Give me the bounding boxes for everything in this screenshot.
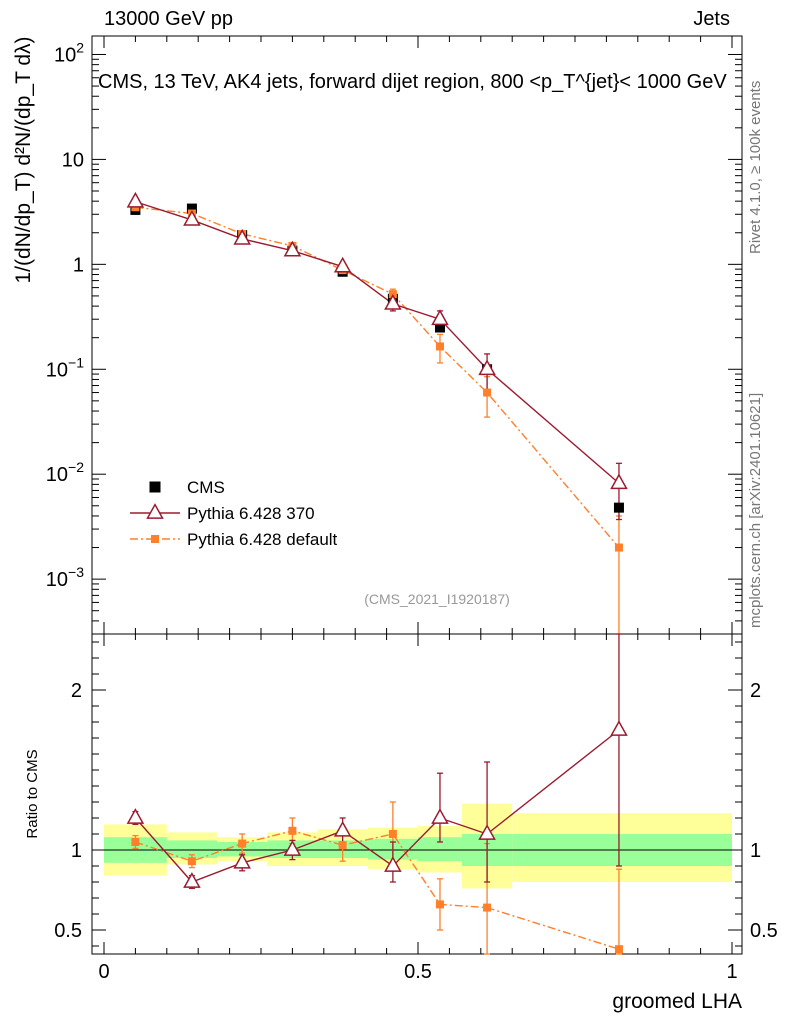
legend-entry: Pythia 6.428 default: [187, 530, 338, 549]
ratio-y-tick-label: 2: [71, 680, 82, 702]
x-axis-label: groomed LHA: [612, 990, 742, 1013]
pythia-370-line: [135, 201, 620, 484]
ratio-frame: [91, 633, 743, 955]
ratio-default-point: [238, 839, 247, 848]
chart-title: CMS, 13 TeV, AK4 jets, forward dijet reg…: [98, 71, 727, 93]
ratio-default-point: [187, 857, 196, 866]
ratio-y-tick-label-right: 1: [750, 840, 761, 862]
pythia-default-point: [614, 543, 623, 552]
y-tick-label: 102: [54, 39, 84, 66]
ratio-y-tick-label-right: 0.5: [750, 920, 778, 942]
y-tick-label: 10−2: [46, 459, 84, 486]
ratio-default-point: [435, 900, 444, 909]
ratio-370-point: [283, 840, 302, 856]
header-left: 13000 GeV pp: [104, 8, 233, 30]
legend-default-marker: [151, 535, 159, 543]
ratio-band-inner: [166, 840, 218, 858]
header-right: Jets: [693, 8, 730, 30]
ratio-370-point: [610, 720, 628, 736]
y-tick-label: 10−1: [46, 354, 84, 381]
ratio-default-line: [135, 830, 620, 950]
legend-entry: CMS: [187, 478, 225, 497]
ratio-default-point: [338, 841, 347, 850]
y-tick-label: 10: [62, 149, 84, 171]
pythia-370-point: [233, 228, 251, 245]
ratio-y-axis-label: Ratio to CMS: [24, 749, 41, 838]
ratio-370-point: [233, 852, 251, 869]
pythia-370-point: [384, 293, 402, 310]
ratio-y-tick-label: 1: [71, 840, 82, 862]
ratio-default-point: [388, 830, 397, 838]
pythia-370-point: [333, 256, 352, 273]
x-tick-label: 1: [726, 961, 737, 983]
legend-370-marker: [146, 503, 164, 519]
pythia-default-point: [483, 388, 492, 397]
ratio-y-tick-label-right: 2: [750, 680, 761, 702]
ratio-default-point: [288, 826, 297, 835]
pythia-370-point: [431, 309, 449, 326]
ratio-default-point: [131, 838, 140, 846]
x-tick-label: 0.5: [404, 961, 432, 983]
cms-data-point: [613, 502, 624, 513]
pythia-default-point: [435, 342, 444, 351]
legend-entry: Pythia 6.428 370: [187, 504, 315, 523]
legend-cms-marker: [149, 481, 161, 493]
main-y-axis-label: 1/(dN/dp_T) d²N/(dp_T dλ): [12, 36, 35, 283]
ratio-370-point: [431, 808, 449, 824]
ratio-370-point: [333, 820, 352, 837]
cms-data-point: [434, 322, 445, 333]
pythia-370-point: [610, 473, 628, 490]
ratio-370-point: [384, 856, 402, 872]
x-tick-label: 0: [98, 961, 109, 983]
ratio-y-tick-label: 0.5: [54, 920, 82, 942]
pythia-370-point: [183, 210, 201, 226]
pythia-default-line: [135, 206, 620, 548]
ratio-370-point: [478, 824, 496, 840]
y-tick-label: 10−3: [46, 564, 84, 591]
pythia-370-point: [478, 359, 496, 376]
ratio-default-point: [614, 945, 623, 954]
ratio-370-point: [183, 872, 201, 888]
pythia-370-point: [126, 191, 145, 208]
y-tick-label: 1: [73, 254, 84, 276]
pythia-370-point: [283, 240, 302, 257]
ratio-default-point: [483, 903, 492, 912]
ratio-370-point: [126, 808, 145, 824]
cms-data-point: [186, 203, 197, 214]
analysis-watermark: (CMS_2021_I1920187): [364, 591, 510, 607]
